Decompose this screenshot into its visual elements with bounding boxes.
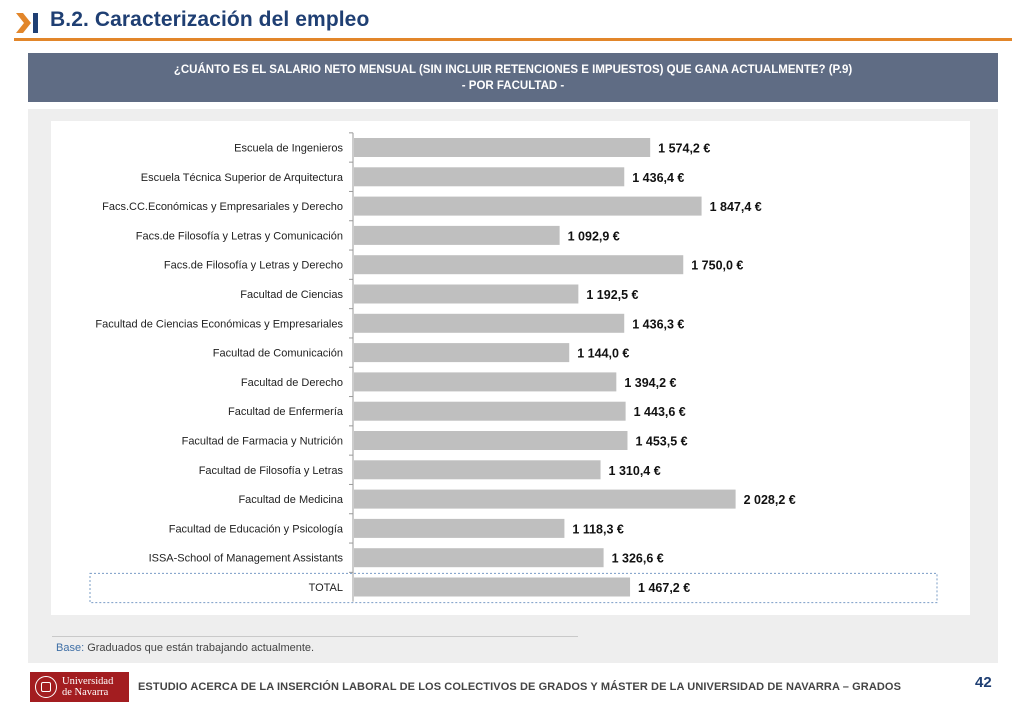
bar <box>354 489 736 509</box>
category-label: ISSA-School of Management Assistants <box>149 553 344 565</box>
university-logo: Universidad de Navarra <box>30 672 129 702</box>
bar <box>354 372 617 392</box>
base-text: Graduados que están trabajando actualmen… <box>84 642 315 654</box>
category-label: Facultad de Medicina <box>238 494 343 506</box>
value-label: 1 443,6 € <box>634 405 686 419</box>
university-seal-icon <box>35 676 57 698</box>
category-label: Facultad de Enfermería <box>228 406 344 418</box>
bar <box>354 431 628 450</box>
value-label: 1 453,5 € <box>635 435 687 449</box>
category-label: Facultad de Filosofía y Letras <box>199 465 344 477</box>
logo-line-2: de Navarra <box>62 687 109 698</box>
header-divider <box>14 38 1012 41</box>
bar <box>354 343 570 363</box>
value-label: 1 847,4 € <box>710 200 762 214</box>
category-label: Facultad de Educación y Psicología <box>169 523 344 535</box>
category-label: Escuela Técnica Superior de Arquitectura <box>141 172 344 184</box>
value-label: 1 092,9 € <box>568 229 620 243</box>
category-label: Facultad de Farmacia y Nutrición <box>182 436 343 448</box>
chevron-bar-icon <box>16 13 38 33</box>
category-label: Facs.de Filosofía y Letras y Comunicació… <box>136 230 343 242</box>
value-label: 1 574,2 € <box>658 142 710 156</box>
value-label: 1 118,3 € <box>572 522 623 536</box>
value-label: 2 028,2 € <box>744 493 796 507</box>
base-note: Base: Graduados que están trabajando act… <box>56 642 314 654</box>
value-label: 1 394,2 € <box>624 376 676 390</box>
bar <box>354 313 625 333</box>
question-subtitle: - POR FACULTAD - <box>461 80 565 92</box>
bar <box>354 225 560 245</box>
base-label: Base: <box>56 642 85 654</box>
category-label: Facs.de Filosofía y Letras y Derecho <box>164 260 343 272</box>
salary-bar-chart: Escuela de Ingenieros 1 574,2 € Escuela Té… <box>89 132 938 604</box>
category-label: Facs.CC.Económicas y Empresariales y Der… <box>102 201 343 213</box>
category-label: Facultad de Ciencias <box>240 289 343 301</box>
bar <box>354 284 579 304</box>
bar <box>354 401 626 421</box>
category-label: Facultad de Derecho <box>241 377 343 389</box>
category-label: Facultad de Comunicación <box>213 348 343 360</box>
bar <box>354 138 651 157</box>
bar <box>354 255 684 275</box>
bar <box>354 518 565 538</box>
value-label: 1 144,0 € <box>577 347 629 361</box>
value-label: 1 436,4 € <box>632 171 684 185</box>
value-label: 1 436,3 € <box>632 317 684 331</box>
page-number: 42 <box>975 674 992 691</box>
bar <box>354 577 631 597</box>
value-label: 1 750,0 € <box>691 259 743 273</box>
total-row-highlight <box>89 572 938 604</box>
page-title: B.2. Caracterización del empleo <box>50 8 370 31</box>
value-label: 1 310,4 € <box>609 464 661 478</box>
value-label: 1 326,6 € <box>612 552 664 566</box>
footer-text: ESTUDIO ACERCA DE LA INSERCIÓN LABORAL D… <box>138 681 902 693</box>
chart-area: Escuela de Ingenieros 1 574,2 € Escuela Té… <box>51 121 970 615</box>
value-label: 1 192,5 € <box>586 288 638 302</box>
logo-line-1: Universidad <box>62 676 114 687</box>
category-label: Escuela de Ingenieros <box>234 143 343 155</box>
category-label: TOTAL <box>309 582 343 594</box>
question-banner: ¿CUÁNTO ES EL SALARIO NETO MENSUAL (SIN … <box>28 53 998 102</box>
bar <box>354 460 601 480</box>
bar <box>354 548 604 568</box>
value-label: 1 467,2 € <box>638 581 690 595</box>
category-label: Facultad de Ciencias Económicas y Empres… <box>95 318 343 330</box>
bar <box>354 167 625 187</box>
question-text: ¿CUÁNTO ES EL SALARIO NETO MENSUAL (SIN … <box>173 64 853 76</box>
bar <box>354 196 702 216</box>
base-divider <box>52 636 578 637</box>
